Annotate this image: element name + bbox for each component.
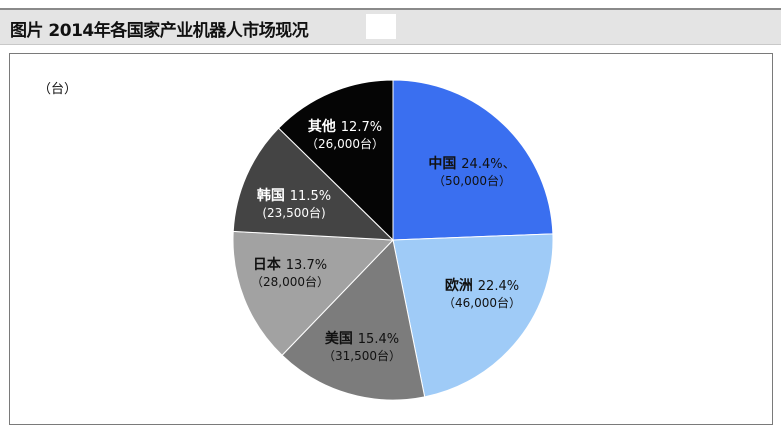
slice-percent-3: 13.7%: [286, 258, 327, 273]
pie-slice-1: [392, 233, 554, 398]
slice-label-1: 欧洲 22.4%: [445, 277, 519, 294]
pie-slice-2: [281, 238, 426, 401]
pie-slice-3: [232, 230, 395, 356]
slice-name-0: 中国: [428, 155, 461, 172]
slice-name-3: 日本: [253, 256, 286, 273]
pie-labels: 中国 24.4%、（50,000台） 欧洲 22.4%（46,000台） 美国 15…: [251, 118, 521, 363]
slice-value-0: （50,000台）: [433, 173, 511, 188]
pie-slice-5: [277, 79, 394, 242]
slice-value-3: （28,000台）: [251, 274, 329, 289]
slice-value-2: （31,500台）: [323, 348, 401, 363]
top-rule: [0, 8, 781, 10]
slice-name-5: 其他: [308, 118, 341, 135]
slice-value-5: （26,000台）: [306, 136, 384, 151]
pie-slices: [232, 79, 554, 401]
slice-percent-1: 22.4%: [478, 279, 519, 294]
unit-label: （台）: [38, 82, 78, 97]
slice-value-1: （46,000台）: [443, 295, 521, 310]
slice-label-5: 其他 12.7%: [308, 118, 382, 135]
slice-percent-0: 24.4%、: [461, 157, 515, 172]
slice-percent-2: 15.4%: [358, 332, 399, 347]
slice-name-4: 韩国: [257, 187, 290, 204]
slice-label-0: 中国 24.4%、: [428, 155, 515, 172]
slice-name-2: 美国: [325, 330, 358, 347]
slice-percent-4: 11.5%: [290, 189, 331, 204]
title-blank-box: [366, 14, 396, 39]
slice-percent-5: 12.7%: [341, 120, 382, 135]
pie-slice-0: [392, 79, 554, 241]
pie-slice-4: [232, 127, 395, 241]
slice-label-2: 美国 15.4%: [325, 330, 399, 347]
slice-label-3: 日本 13.7%: [253, 256, 327, 273]
slice-name-1: 欧洲: [445, 277, 478, 294]
slice-label-4: 韩国 11.5%: [257, 187, 331, 204]
title-bar: 图片 2014年各国家产业机器人市场现况: [0, 10, 781, 45]
page-title: 图片 2014年各国家产业机器人市场现况: [10, 21, 309, 41]
slice-value-4: (23,500台): [262, 205, 325, 220]
